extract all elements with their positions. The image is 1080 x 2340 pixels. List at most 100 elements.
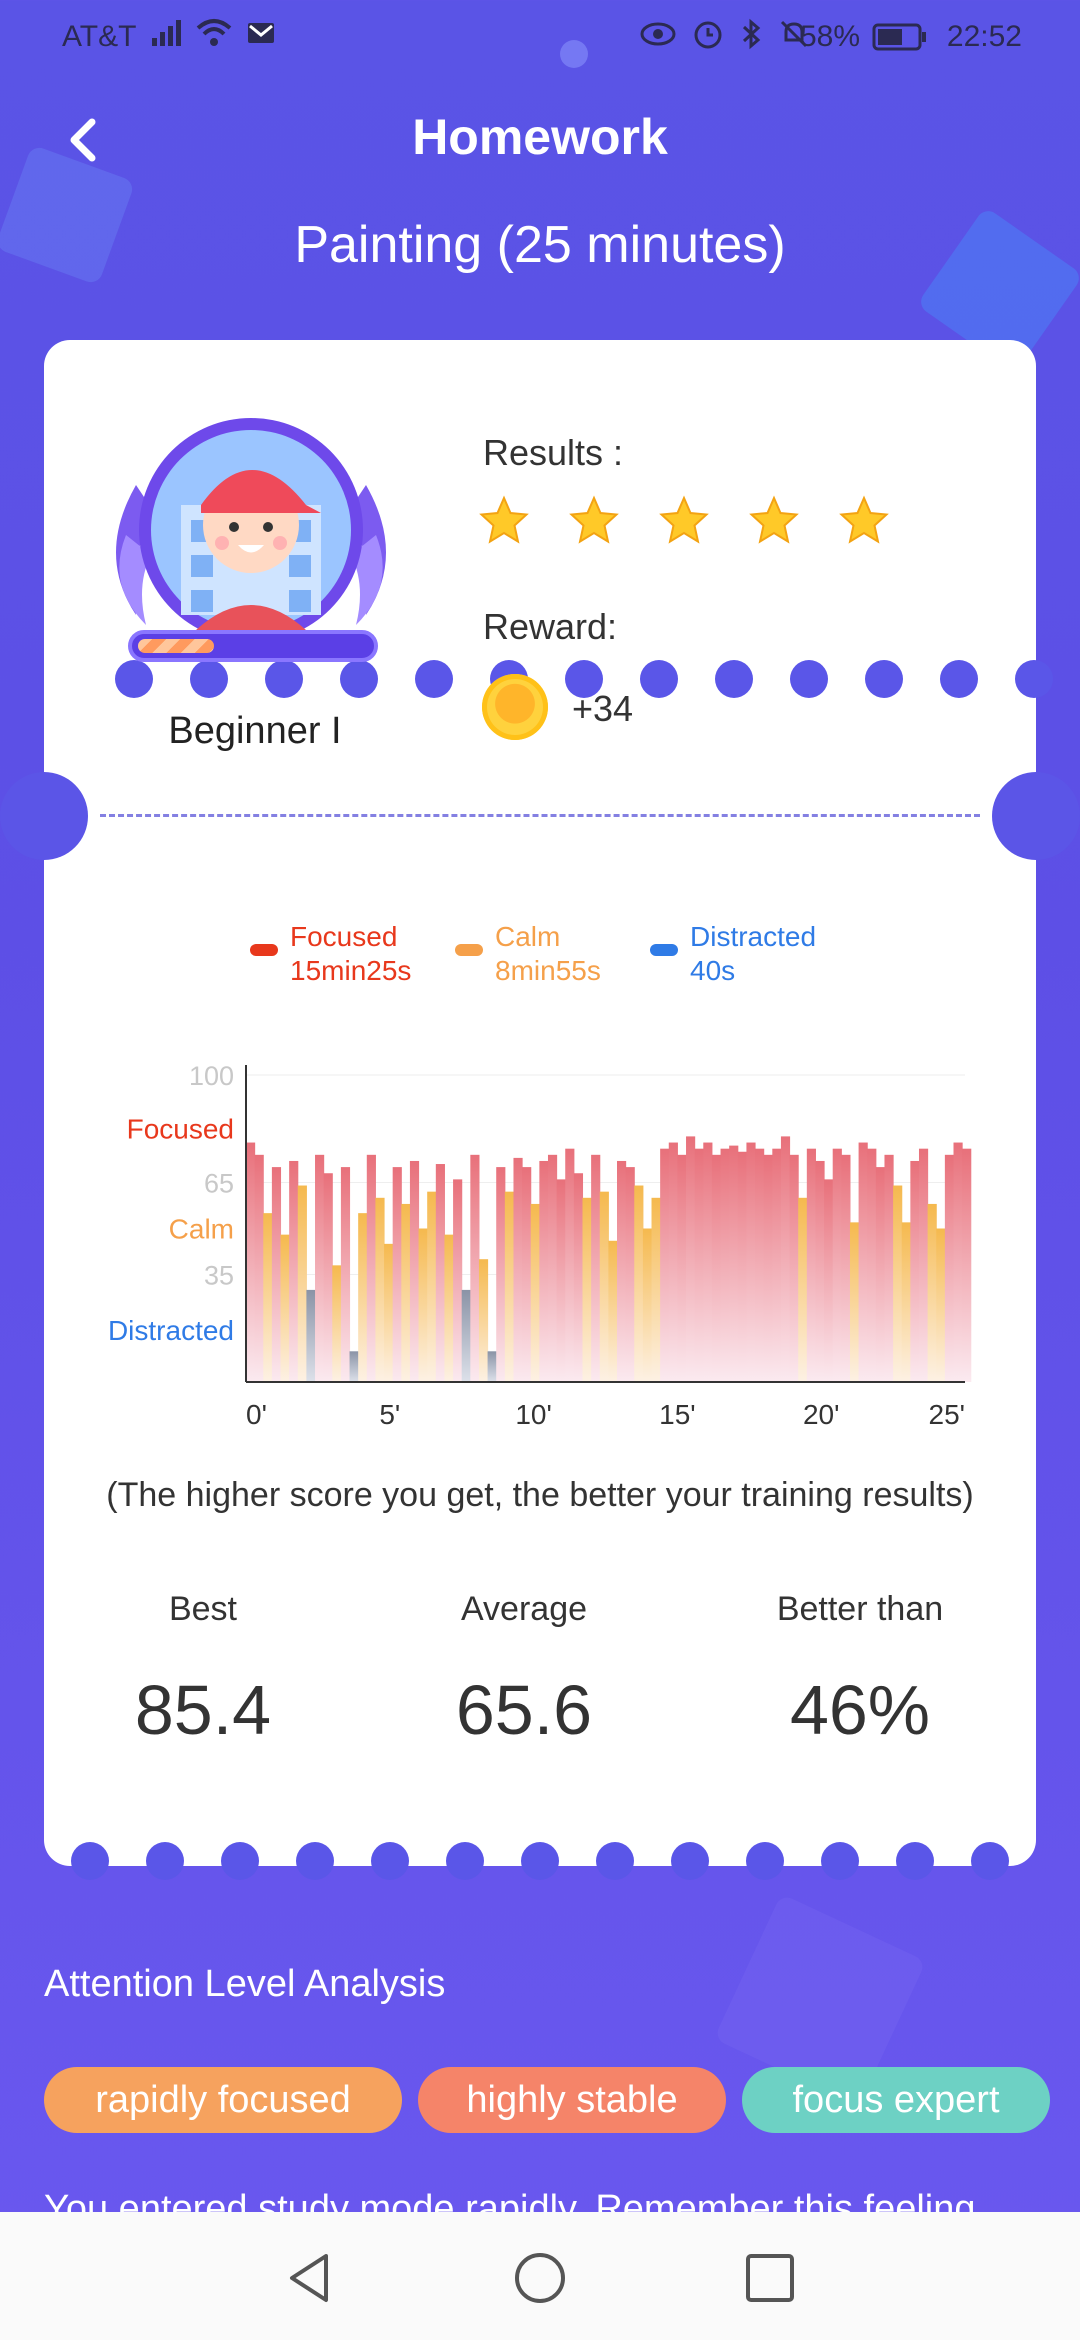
chart-x-tick-label: 5' xyxy=(379,1399,400,1430)
page-subtitle: Painting (25 minutes) xyxy=(294,216,786,274)
chart-y-tick-label: 35 xyxy=(204,1261,234,1291)
chart-bar xyxy=(867,1148,877,1382)
nav-recents-icon[interactable] xyxy=(742,2250,798,2306)
chart-bar xyxy=(306,1289,316,1382)
chart-bar xyxy=(737,1151,747,1382)
back-arrow-icon[interactable] xyxy=(56,110,116,170)
nav-home-icon[interactable] xyxy=(512,2250,568,2306)
chart-bar xyxy=(944,1154,955,1382)
card-scallop xyxy=(340,660,378,698)
analysis-title: Attention Level Analysis xyxy=(44,1963,446,2005)
chart-bar xyxy=(565,1148,575,1382)
average-label: Average xyxy=(460,1590,588,1628)
chart-bar xyxy=(522,1167,532,1382)
chart-x-tick-label: 20' xyxy=(803,1399,840,1430)
card-scallop xyxy=(71,1842,109,1880)
chart-bar xyxy=(901,1222,911,1382)
card-notch-left xyxy=(0,772,88,860)
chart-bar xyxy=(349,1351,359,1382)
card-scallop xyxy=(971,1842,1009,1880)
clock-time: 22:52 xyxy=(946,20,1022,53)
chart-bar xyxy=(599,1191,609,1382)
card-notch-right xyxy=(992,772,1080,860)
page-title: Homework xyxy=(412,109,668,165)
chart-bar xyxy=(841,1154,851,1382)
chart-bar xyxy=(962,1148,972,1382)
legend-distracted-name: Distracted xyxy=(690,921,817,952)
nav-back-icon[interactable] xyxy=(282,2250,338,2306)
chart-bar xyxy=(936,1228,946,1382)
card-scallop xyxy=(715,660,753,698)
chart-y-tick-label: 65 xyxy=(204,1168,234,1198)
chart-bar xyxy=(660,1148,670,1382)
chart-bar xyxy=(513,1157,523,1382)
chart-bar xyxy=(789,1154,799,1382)
legend-focused-time: 15min25s xyxy=(290,955,412,986)
legend-calm-time: 8min55s xyxy=(495,955,601,986)
card-scallop xyxy=(521,1842,559,1880)
legend-calm-swatch xyxy=(455,944,483,956)
star-icon xyxy=(749,495,799,544)
card-scallop xyxy=(115,660,153,698)
tag-rapidly-focused: rapidly focused xyxy=(44,2067,402,2133)
level-progress-fill xyxy=(138,639,214,653)
chart-bar xyxy=(815,1160,825,1382)
battery-percent: 58% xyxy=(800,20,861,53)
chart-y-tick-label: 100 xyxy=(189,1061,234,1091)
chart-bar xyxy=(910,1160,920,1382)
chart-bar xyxy=(461,1289,471,1382)
chart-bar xyxy=(763,1154,773,1382)
chart-bar xyxy=(780,1136,791,1382)
chart-bar xyxy=(720,1148,730,1382)
card-scallop xyxy=(146,1842,184,1880)
star-icon xyxy=(569,495,619,544)
chart-bar xyxy=(435,1164,445,1382)
chart-bar xyxy=(539,1160,549,1382)
card-scallop xyxy=(371,1842,409,1880)
legend-distracted: Distracted 40s xyxy=(650,920,816,988)
average-value: 65.6 xyxy=(455,1671,593,1749)
chart-bar xyxy=(824,1179,834,1382)
mute-icon xyxy=(780,20,808,48)
status-icons-right xyxy=(640,18,810,50)
chart-bar xyxy=(263,1213,273,1382)
system-nav-bar xyxy=(0,2212,1080,2340)
chart-bar xyxy=(625,1167,635,1382)
chart-bar xyxy=(418,1228,428,1382)
card-scallop xyxy=(821,1842,859,1880)
reward-label: Reward: xyxy=(483,606,618,647)
chart-bar xyxy=(582,1197,592,1382)
legend-focused: Focused 15min25s xyxy=(250,920,411,988)
coin-icon xyxy=(482,674,548,740)
card-scallop xyxy=(865,660,903,698)
battery-icon xyxy=(872,23,926,51)
card-scallop xyxy=(1015,660,1053,698)
chart-bar xyxy=(409,1160,420,1382)
chart-bar xyxy=(798,1197,808,1382)
bluetooth-icon xyxy=(742,18,761,50)
chart-bar xyxy=(875,1167,886,1382)
chart-note: (The higher score you get, the better yo… xyxy=(106,1476,974,1514)
chart-bar xyxy=(427,1191,437,1382)
card-scallop xyxy=(790,660,828,698)
card-scallop xyxy=(446,1842,484,1880)
chart-bar xyxy=(366,1154,376,1382)
tag-highly-stable: highly stable xyxy=(418,2067,726,2133)
chart-bar xyxy=(729,1145,739,1382)
star-icon xyxy=(659,495,709,544)
chart-bar xyxy=(634,1185,644,1382)
star-icon xyxy=(839,495,889,544)
attention-chart: 100 65 35 Focused Calm Distracted 0' 5' 10' 15' 20… xyxy=(108,1061,972,1430)
chart-bar xyxy=(547,1154,558,1382)
better-than-value: 46% xyxy=(789,1671,931,1749)
eye-icon xyxy=(640,22,676,46)
chart-band-label: Focused xyxy=(127,1114,234,1145)
status-bar: AT&T 58% 22:52 xyxy=(0,0,1080,75)
reward-value: +34 xyxy=(572,688,634,729)
chart-bar xyxy=(401,1203,411,1382)
chart-bar xyxy=(806,1148,816,1382)
alarm-icon xyxy=(694,21,722,49)
results-stars xyxy=(478,495,890,547)
chart-bar xyxy=(832,1148,842,1382)
chart-bar xyxy=(478,1259,489,1382)
